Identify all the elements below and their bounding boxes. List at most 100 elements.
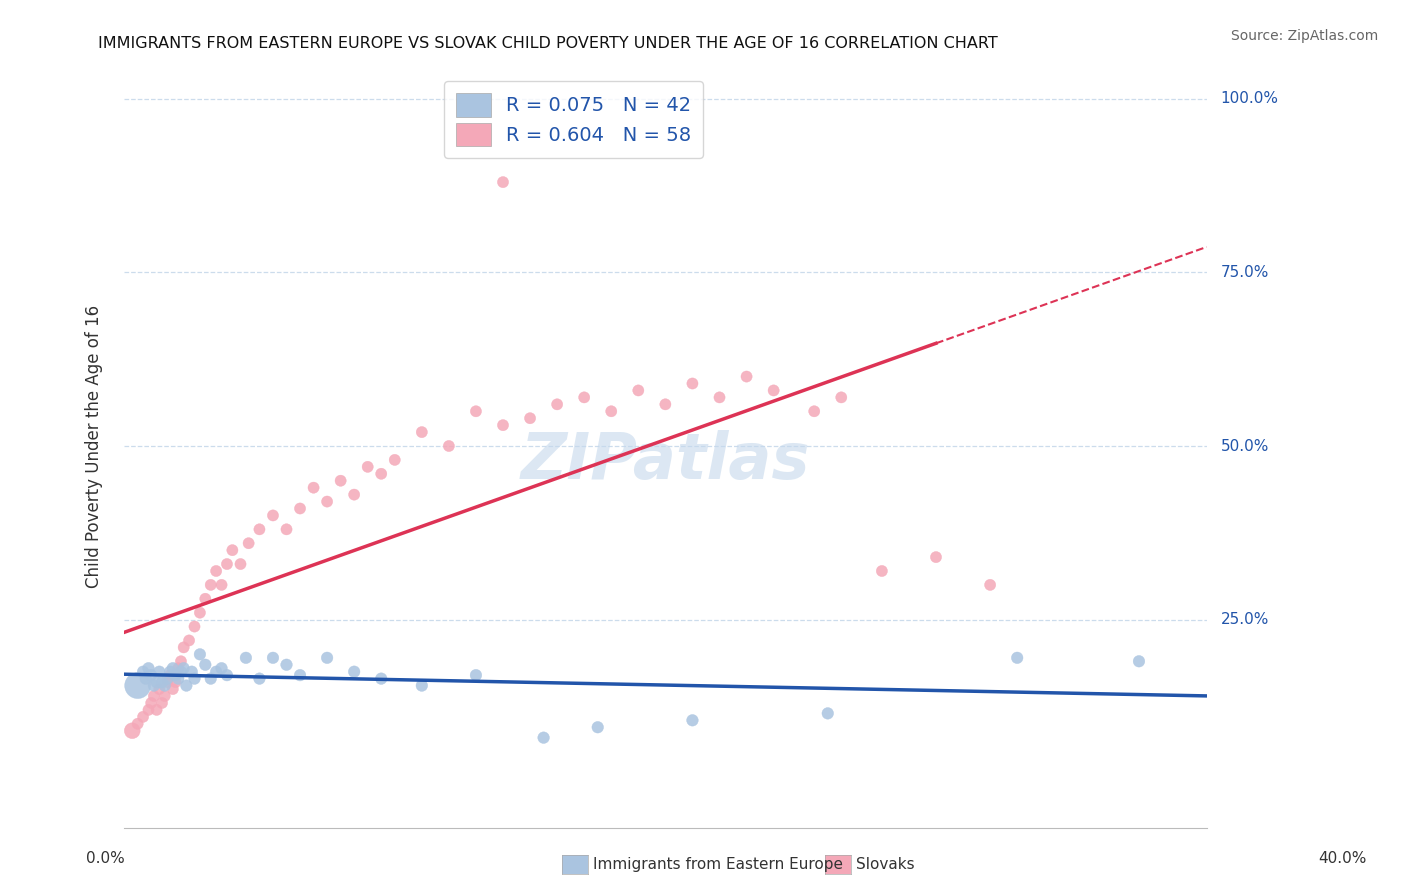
Point — [145, 675, 167, 690]
Point — [343, 665, 366, 679]
Point — [176, 679, 198, 693]
Point — [200, 672, 222, 686]
Point — [709, 391, 731, 405]
Point — [249, 522, 271, 536]
Point — [180, 665, 202, 679]
Point — [288, 668, 311, 682]
Point — [148, 681, 170, 696]
Point — [150, 696, 173, 710]
Point — [979, 578, 1001, 592]
Point — [654, 397, 676, 411]
Point — [156, 675, 179, 690]
Point — [316, 494, 339, 508]
Point — [162, 661, 184, 675]
Point — [681, 376, 703, 391]
Point — [167, 672, 190, 686]
Point — [121, 723, 143, 738]
Point — [316, 650, 339, 665]
Point — [370, 467, 392, 481]
Point — [384, 453, 406, 467]
Point — [170, 665, 193, 679]
Point — [167, 661, 190, 675]
Point — [519, 411, 541, 425]
Point — [762, 384, 785, 398]
Point — [135, 672, 157, 686]
Y-axis label: Child Poverty Under the Age of 16: Child Poverty Under the Age of 16 — [86, 304, 103, 588]
Point — [127, 716, 149, 731]
Point — [215, 668, 238, 682]
Point — [138, 661, 160, 675]
Point — [142, 689, 165, 703]
Point — [177, 633, 200, 648]
Point — [817, 706, 839, 721]
Point — [156, 672, 179, 686]
Point — [132, 665, 155, 679]
Point — [141, 696, 163, 710]
Point — [165, 675, 187, 690]
Point — [600, 404, 623, 418]
Point — [183, 672, 205, 686]
Point — [238, 536, 260, 550]
Point — [205, 665, 228, 679]
Point — [173, 661, 195, 675]
Text: 40.0%: 40.0% — [1319, 851, 1367, 865]
Point — [170, 654, 193, 668]
Point — [627, 384, 650, 398]
Point — [465, 668, 488, 682]
Point — [574, 391, 596, 405]
Point — [162, 681, 184, 696]
Point — [249, 672, 271, 686]
Text: Immigrants from Eastern Europe: Immigrants from Eastern Europe — [593, 857, 844, 871]
Point — [183, 619, 205, 633]
Point — [194, 657, 217, 672]
Point — [288, 501, 311, 516]
Text: 0.0%: 0.0% — [86, 851, 125, 865]
Point — [153, 689, 176, 703]
Text: 25.0%: 25.0% — [1220, 612, 1268, 627]
Point — [681, 714, 703, 728]
Point — [302, 481, 325, 495]
Point — [145, 703, 167, 717]
Point — [211, 578, 233, 592]
Point — [262, 508, 284, 523]
Point — [200, 578, 222, 592]
Point — [437, 439, 460, 453]
Point — [141, 668, 163, 682]
Point — [370, 672, 392, 686]
Legend: R = 0.075   N = 42, R = 0.604   N = 58: R = 0.075 N = 42, R = 0.604 N = 58 — [444, 81, 703, 158]
Point — [194, 591, 217, 606]
Point — [465, 404, 488, 418]
Point — [586, 720, 609, 734]
Point — [142, 679, 165, 693]
Text: 75.0%: 75.0% — [1220, 265, 1268, 280]
Point — [276, 522, 298, 536]
Point — [165, 668, 187, 682]
Point — [229, 557, 252, 571]
Point — [148, 665, 170, 679]
Point — [803, 404, 825, 418]
Text: 100.0%: 100.0% — [1220, 91, 1278, 106]
Point — [138, 703, 160, 717]
Point — [870, 564, 893, 578]
Point — [329, 474, 352, 488]
Point — [357, 459, 380, 474]
Point — [173, 640, 195, 655]
Text: 50.0%: 50.0% — [1220, 439, 1268, 453]
Point — [159, 665, 181, 679]
Point — [205, 564, 228, 578]
Point — [262, 650, 284, 665]
Point — [1005, 650, 1028, 665]
Point — [215, 557, 238, 571]
Point — [276, 657, 298, 672]
Point — [1128, 654, 1150, 668]
Point — [150, 675, 173, 690]
Point — [735, 369, 758, 384]
Point — [343, 487, 366, 501]
Point — [153, 679, 176, 693]
Point — [830, 391, 852, 405]
Point — [533, 731, 555, 745]
Point — [188, 606, 211, 620]
Point — [188, 648, 211, 662]
Point — [235, 650, 257, 665]
Text: IMMIGRANTS FROM EASTERN EUROPE VS SLOVAK CHILD POVERTY UNDER THE AGE OF 16 CORRE: IMMIGRANTS FROM EASTERN EUROPE VS SLOVAK… — [98, 36, 998, 51]
